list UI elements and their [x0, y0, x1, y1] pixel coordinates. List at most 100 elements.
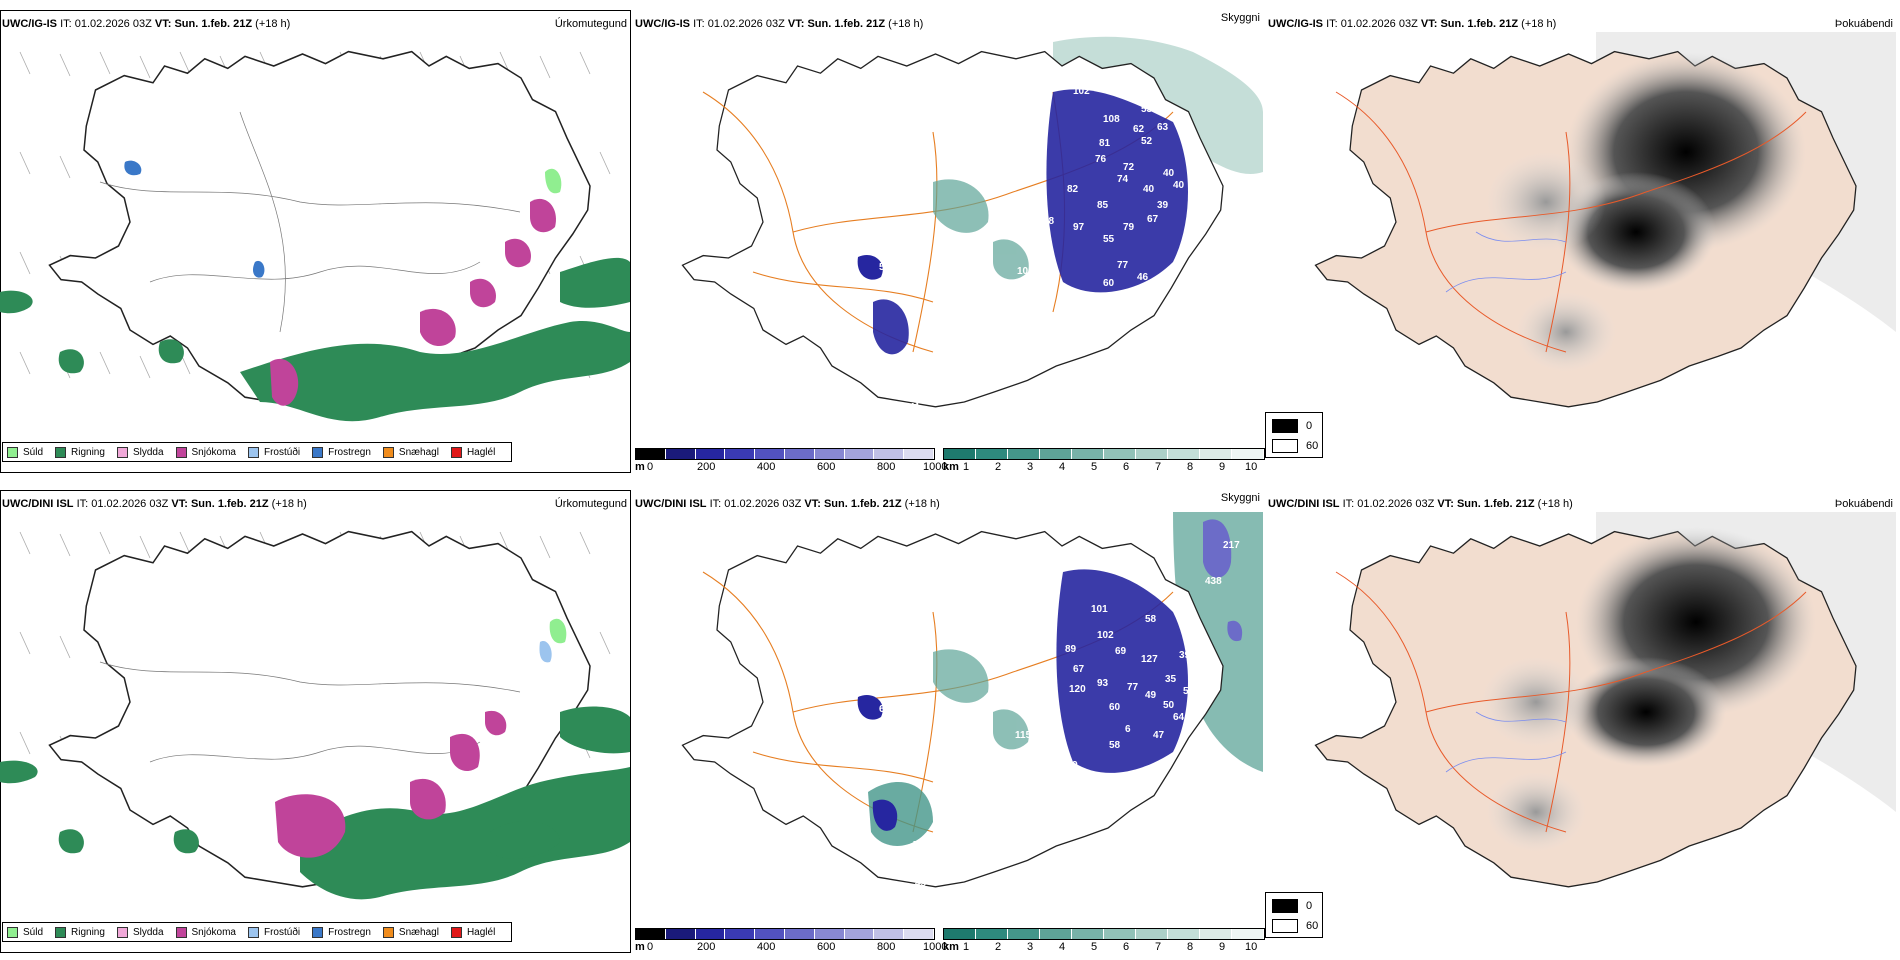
vis-label: 40	[1173, 180, 1185, 191]
vis-label: 203	[1063, 298, 1080, 309]
vis-label: 82	[1067, 184, 1079, 195]
init-time: 01.02.2026 03Z	[1357, 498, 1435, 510]
visibility-map: 217 438 101 89 102 58 69 67 127 39 72 12…	[681, 512, 1263, 889]
vis-label: 120	[1069, 684, 1086, 695]
vis-label: 69	[1115, 646, 1127, 657]
vis-label: 56	[1183, 686, 1195, 697]
cloud-scale-unit: m	[635, 941, 645, 953]
panel-visibility-dini: UWC/DINI ISL IT: 01.02.2026 03Z VT: Sun.…	[633, 490, 1266, 960]
vis-label: 88	[1043, 216, 1055, 227]
vis-label: 39	[1157, 200, 1169, 211]
vis-label: 39	[1179, 650, 1191, 661]
product-title: Úrkomutegund	[554, 18, 627, 30]
precip-map	[0, 530, 630, 900]
legend-item: Haglél	[450, 446, 495, 458]
vt-label: VT:	[1420, 18, 1438, 30]
init-time: 01.02.2026 03Z	[74, 18, 152, 30]
panel-header: UWC/IG-IS IT: 01.02.2026 03Z VT: Sun. 1.…	[635, 18, 923, 30]
vis-label: 52	[1141, 136, 1153, 147]
it-label: IT:	[60, 18, 72, 30]
lead-time: (+18 h)	[1537, 498, 1573, 510]
valid-time: Sun. 1.feb. 21Z	[1440, 18, 1519, 30]
vis-label: 35	[1165, 674, 1177, 685]
vis-label: 40	[1163, 168, 1175, 179]
legend-swatch	[382, 926, 394, 938]
product-title: Þokuábendi	[1834, 18, 1893, 30]
vis-label: 72	[1123, 162, 1135, 173]
product-title: Þokuábendi	[1834, 498, 1893, 510]
precip-map	[0, 50, 630, 422]
vis-label: 79	[1123, 222, 1135, 233]
legend-swatch	[175, 926, 187, 938]
cloud-base-scale	[635, 928, 935, 940]
product-title: Skyggni	[1220, 12, 1260, 24]
legend-item: Snæhagl	[382, 446, 439, 458]
vis-label: 41	[909, 402, 921, 413]
it-label: IT:	[1326, 18, 1338, 30]
legend-item: Rigning	[55, 926, 105, 938]
fog-legend-swatch	[1272, 899, 1298, 913]
model-name: UWC/IG-IS	[1268, 18, 1323, 30]
vis-scale-unit: km	[943, 461, 959, 473]
fog-legend-swatch	[1272, 919, 1298, 933]
map-frame	[0, 10, 631, 473]
legend-swatch	[312, 926, 324, 938]
vis-label: 102	[1063, 792, 1080, 803]
vis-label: 217	[1223, 540, 1240, 551]
panel-fog-dini: UWC/DINI ISL IT: 01.02.2026 03Z VT: Sun.…	[1266, 490, 1899, 960]
vis-label: 45	[915, 878, 927, 889]
vis-label: 84	[939, 354, 951, 365]
vis-label: 51	[879, 262, 891, 273]
lead-time: (+18 h)	[1521, 18, 1557, 30]
legend-swatch	[7, 926, 18, 938]
vt-label: VT:	[804, 498, 821, 510]
legend-swatch	[382, 446, 394, 458]
model-name: UWC/IG-IS	[635, 18, 690, 30]
panel-header: UWC/IG-IS IT: 01.02.2026 03Z VT: Sun. 1.…	[1268, 18, 1556, 30]
valid-time: Sun. 1.feb. 21Z	[823, 498, 902, 510]
legend-swatch	[312, 446, 324, 458]
fog-legend: 0 60	[1265, 412, 1323, 458]
vt-label: VT:	[1437, 498, 1454, 510]
legend-swatch	[116, 446, 128, 458]
vis-label: 108	[1103, 114, 1120, 125]
vis-label: 115	[1015, 730, 1032, 741]
valid-time: Sun. 1.feb. 21Z	[1456, 498, 1535, 510]
vis-label: 53	[1141, 104, 1153, 115]
legend-swatch	[55, 926, 67, 938]
vt-label: VT:	[787, 18, 805, 30]
fog-legend-swatch	[1272, 439, 1298, 453]
vis-label: 49	[1145, 690, 1157, 701]
legend-item: Slydda	[116, 446, 164, 458]
vis-label: 40	[1143, 184, 1155, 195]
lead-time: (+18 h)	[904, 498, 940, 510]
vis-label: 67	[1073, 664, 1085, 675]
precip-legend: Súld Rigning Slydda Snjókoma Frostúði Fr…	[2, 442, 513, 462]
vis-label: 46	[1137, 272, 1149, 283]
legend-item: Rigning	[55, 446, 105, 458]
panel-header: UWC/DINI ISL IT: 01.02.2026 03Z VT: Sun.…	[1268, 498, 1573, 510]
vis-label: 50	[1163, 700, 1175, 711]
vis-label: 60	[1103, 278, 1115, 289]
legend-item: Frostregn	[312, 926, 371, 938]
it-label: IT:	[1342, 498, 1355, 510]
vis-label: 77	[1127, 682, 1139, 693]
vis-label: 63	[1141, 288, 1153, 299]
visibility-scale	[943, 928, 1265, 940]
cloud-base-scale	[635, 448, 935, 460]
legend-item: Súld	[7, 446, 43, 458]
lead-time: (+18 h)	[888, 18, 924, 30]
fog-legend: 0 60	[1265, 892, 1323, 938]
vis-label: 127	[1141, 654, 1158, 665]
vis-label: 74	[1117, 174, 1129, 185]
panel-header: UWC/DINI ISL IT: 01.02.2026 03Z VT: Sun.…	[635, 498, 940, 510]
vis-label: 179	[1061, 760, 1078, 771]
legend-swatch	[7, 446, 18, 458]
vis-label: 89	[1065, 644, 1077, 655]
vis-label: 63	[1157, 122, 1169, 133]
vis-label: 102	[1073, 86, 1090, 97]
vis-label: 6	[1125, 724, 1131, 735]
model-name: UWC/DINI ISL	[2, 498, 74, 510]
vis-label: 93	[1097, 678, 1109, 689]
legend-swatch	[450, 926, 462, 938]
